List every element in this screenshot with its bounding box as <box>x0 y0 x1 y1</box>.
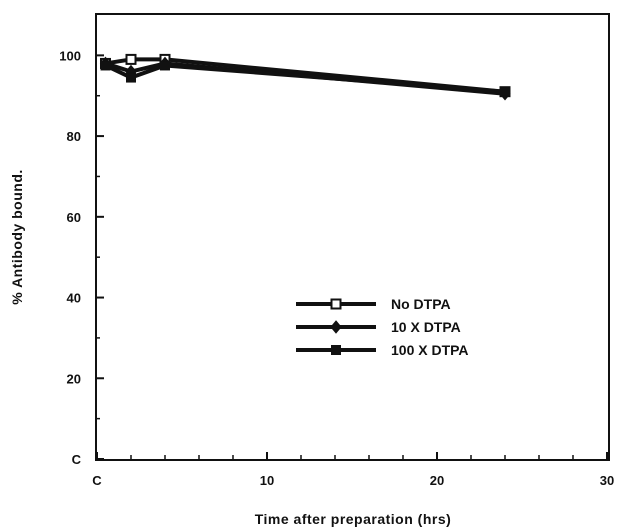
data-point <box>126 72 136 83</box>
y-tick-label: 20 <box>67 371 81 386</box>
y-tick-label: 80 <box>67 129 81 144</box>
series-line <box>105 57 506 94</box>
y-axis-ticks: C 20 40 60 80 100 <box>59 48 104 467</box>
y-tick-label: 40 <box>67 291 81 306</box>
legend-item: 10 X DTPA <box>296 319 461 335</box>
data-point <box>100 60 111 71</box>
series-3 <box>100 60 510 97</box>
legend-marker <box>330 298 342 310</box>
data-point <box>160 60 170 71</box>
series-line <box>104 63 506 94</box>
x-tick-label: 10 <box>260 473 274 488</box>
x-tick-label: C <box>92 473 102 488</box>
y-axis-title: % Antibody bound. <box>9 169 25 305</box>
plot-frame <box>95 13 610 461</box>
y-tick-label: C <box>72 452 82 467</box>
legend: No DTPA 10 X DTPA 100 X DTPA <box>296 296 469 358</box>
legend-item: 100 X DTPA <box>296 342 469 358</box>
data-point <box>500 86 510 97</box>
legend-marker <box>330 320 342 334</box>
legend-label: No DTPA <box>391 296 451 312</box>
x-tick-label: 20 <box>430 473 444 488</box>
series-layer <box>99 53 511 101</box>
legend-marker <box>331 345 341 355</box>
legend-label: 100 X DTPA <box>391 342 469 358</box>
data-point <box>125 53 137 65</box>
x-axis-title: Time after preparation (hrs) <box>255 511 452 527</box>
y-tick-label: 60 <box>67 210 81 225</box>
legend-label: 10 X DTPA <box>391 319 461 335</box>
x-tick-label: 30 <box>600 473 614 488</box>
x-axis-ticks: C 10 20 30 <box>92 452 614 488</box>
y-tick-label: 100 <box>59 48 81 63</box>
legend-item: No DTPA <box>296 296 451 312</box>
